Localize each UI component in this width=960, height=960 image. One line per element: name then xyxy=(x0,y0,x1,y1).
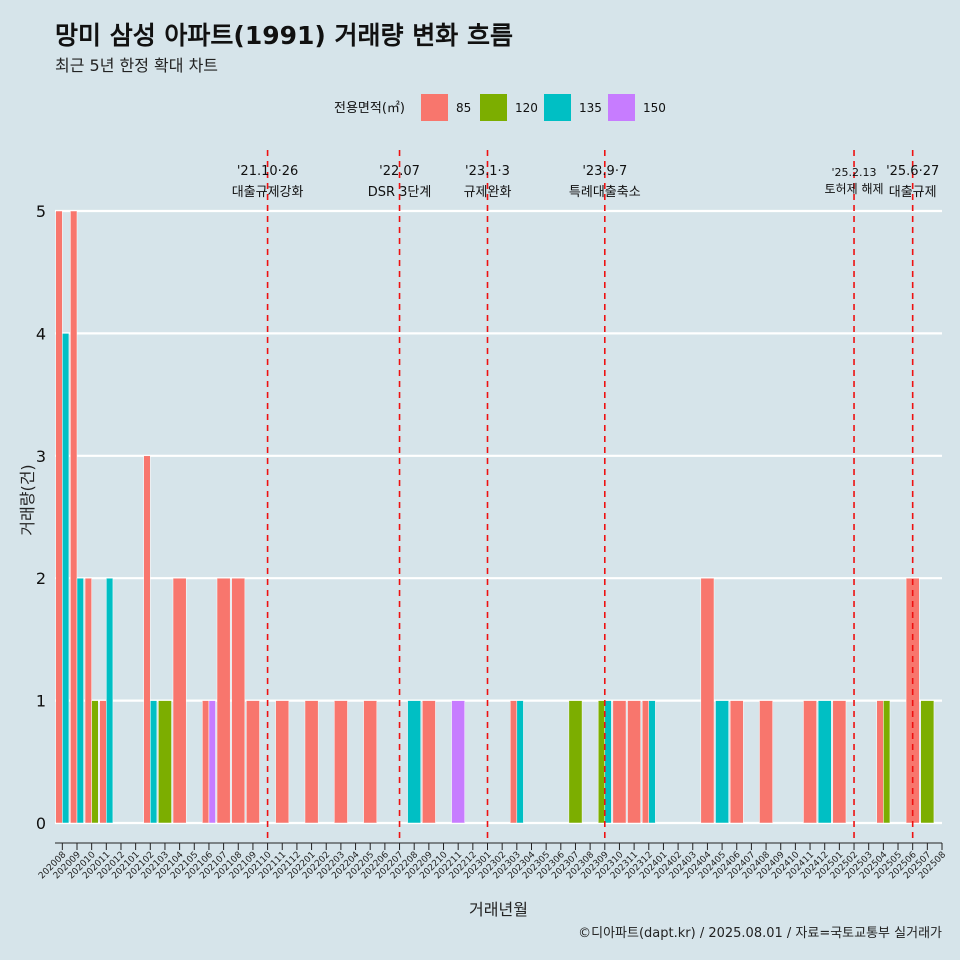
bars xyxy=(55,210,935,824)
legend-title: 전용면적(㎡) xyxy=(334,101,405,116)
chart-title: 망미 삼성 아파트(1991) 거래량 변화 흐름 xyxy=(55,21,513,50)
bar-202203-85 xyxy=(334,700,348,824)
event-name-label: 특례대출축소 xyxy=(569,185,641,200)
bar-202311-85 xyxy=(627,700,641,824)
event-date-label: '21.10·26 xyxy=(237,164,298,179)
legend-label-150: 150 xyxy=(643,101,666,115)
bar-202102-135 xyxy=(150,700,158,824)
bar-202008-135 xyxy=(62,333,70,824)
y-tick-label: 5 xyxy=(36,202,46,221)
legend: 전용면적(㎡) 85 120 135 150 xyxy=(334,94,666,121)
bar-202111-85 xyxy=(275,700,290,824)
bar-202406-85 xyxy=(729,700,744,824)
event-name-label: 대출규제강화 xyxy=(232,185,304,200)
event-name-label: 규제완화 xyxy=(464,185,512,200)
bar-202312-135 xyxy=(648,700,656,824)
y-tick-label: 1 xyxy=(36,692,46,711)
bar-202404-85 xyxy=(700,577,715,824)
bar-202312-85 xyxy=(641,700,650,824)
annotations: '21.10·26 대출규제강화 '22.07 DSR 3단계 '23.1·3 규제완화 '… xyxy=(232,150,939,843)
bar-202309-120 xyxy=(597,700,606,824)
bar-202109-85 xyxy=(246,700,260,824)
legend-swatch-150 xyxy=(608,94,635,121)
bar-202011-85 xyxy=(99,700,107,824)
bar-202008-85 xyxy=(55,210,63,824)
bar-202104-85 xyxy=(172,577,187,824)
bar-202107-85 xyxy=(216,577,231,824)
legend-label-85: 85 xyxy=(456,101,471,115)
bar-202208-135 xyxy=(407,700,422,824)
bar-202310-85 xyxy=(612,700,627,824)
y-tick-label: 3 xyxy=(36,447,46,466)
event-date-label: '25.2.13 xyxy=(832,166,877,179)
bar-202108-85 xyxy=(231,577,246,824)
y-axis-title: 거래량(건) xyxy=(18,464,37,535)
event-date-label: '22.07 xyxy=(379,164,420,179)
bar-202303-85 xyxy=(509,700,518,824)
bar-202009-135 xyxy=(76,577,84,824)
bar-202010-120 xyxy=(91,700,99,824)
event-name-label: 토허제 해제 xyxy=(825,182,884,196)
bar-202201-85 xyxy=(304,700,319,824)
y-tick-label: 2 xyxy=(36,569,46,588)
bar-202103-120 xyxy=(158,700,172,824)
bar-202106-85 xyxy=(202,700,210,824)
gridlines xyxy=(55,209,942,825)
event-date-label: '23.9·7 xyxy=(582,164,627,179)
bar-202011-135 xyxy=(106,577,114,824)
bar-202504-120 xyxy=(883,700,891,824)
legend-swatch-85 xyxy=(421,94,448,121)
bar-202504-85 xyxy=(876,700,884,824)
bar-202307-120 xyxy=(568,700,583,824)
event-date-label: '25.6·27 xyxy=(886,164,939,179)
event-date-label: '23.1·3 xyxy=(465,164,510,179)
x-axis-title: 거래년월 xyxy=(469,900,528,919)
bar-202009-85 xyxy=(70,210,78,824)
bar-202010-85 xyxy=(84,577,92,824)
y-tick-label: 0 xyxy=(36,814,46,833)
legend-swatch-135 xyxy=(544,94,571,121)
event-name-label: DSR 3단계 xyxy=(368,185,432,200)
bar-202501-85 xyxy=(832,700,847,824)
bar-202209-85 xyxy=(422,700,436,824)
legend-label-135: 135 xyxy=(579,101,602,115)
event-name-label: 대출규제 xyxy=(889,185,937,200)
bar-202408-85 xyxy=(759,700,773,824)
bar-202309-135 xyxy=(604,700,612,824)
source-caption: ©디아파트(dapt.kr) / 2025.08.01 / 자료=국토교통부 실… xyxy=(578,926,942,941)
axes: 0123452020082020092020102020112020122021… xyxy=(18,202,948,919)
bar-202102-85 xyxy=(143,455,151,824)
chart-subtitle: 최근 5년 한정 확대 차트 xyxy=(55,56,219,75)
bar-202507-120 xyxy=(920,700,935,824)
bar-202411-85 xyxy=(803,700,817,824)
bar-202211-150 xyxy=(451,700,466,824)
bar-202205-85 xyxy=(363,700,378,824)
bar-202303-135 xyxy=(516,700,524,824)
bar-202412-135 xyxy=(817,700,832,824)
bar-202405-135 xyxy=(715,700,729,824)
bar-202106-150 xyxy=(208,700,216,824)
legend-label-120: 120 xyxy=(515,101,538,115)
legend-swatch-120 xyxy=(480,94,507,121)
y-tick-label: 4 xyxy=(36,324,46,343)
